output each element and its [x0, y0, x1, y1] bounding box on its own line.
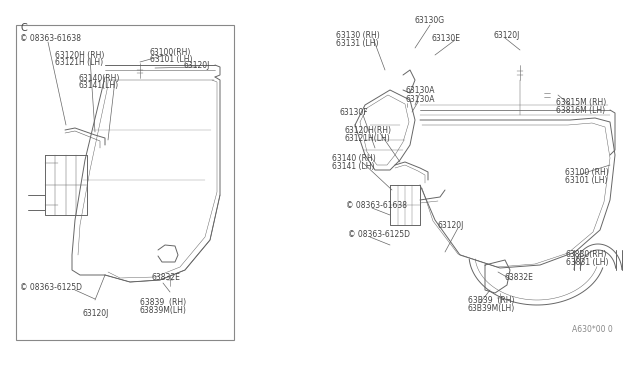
Text: 63839M(LH): 63839M(LH): [140, 307, 187, 315]
Text: 63120J: 63120J: [494, 31, 520, 39]
Text: A630*00 0: A630*00 0: [572, 326, 612, 334]
Bar: [16, 25, 234, 340]
Text: 63101 (LH): 63101 (LH): [150, 55, 193, 64]
Text: 63120H (RH): 63120H (RH): [55, 51, 104, 60]
Text: 63140(RH): 63140(RH): [78, 74, 120, 83]
Text: 63832E: 63832E: [152, 273, 181, 282]
Text: 63832E: 63832E: [505, 273, 534, 282]
Text: 63100(RH): 63100(RH): [150, 48, 191, 57]
Text: 63830(RH): 63830(RH): [566, 250, 607, 260]
Text: 63120J: 63120J: [183, 61, 209, 70]
Text: 63130A: 63130A: [406, 86, 435, 94]
Text: 63130F: 63130F: [340, 108, 369, 116]
Text: 63839  (RH): 63839 (RH): [140, 298, 186, 308]
Text: 63816M (LH): 63816M (LH): [556, 106, 605, 115]
Text: 63101 (LH): 63101 (LH): [565, 176, 607, 185]
Text: 63140 (RH): 63140 (RH): [332, 154, 376, 163]
Text: 63B39M(LH): 63B39M(LH): [468, 304, 515, 312]
Text: 63121H (LH): 63121H (LH): [55, 58, 103, 67]
Text: 63100 (RH): 63100 (RH): [565, 167, 609, 176]
Text: © 08363-6125D: © 08363-6125D: [20, 282, 82, 292]
Text: 63B39  (RH): 63B39 (RH): [468, 295, 515, 305]
Text: 63121H(LH): 63121H(LH): [345, 134, 391, 142]
Text: 63120H(RH): 63120H(RH): [345, 125, 392, 135]
Text: 63120J: 63120J: [438, 221, 465, 230]
Text: 63141 (LH): 63141 (LH): [332, 161, 374, 170]
Text: 63131 (LH): 63131 (LH): [336, 38, 378, 48]
Text: 63130A: 63130A: [406, 94, 435, 103]
Text: 63130E: 63130E: [432, 33, 461, 42]
Text: 63141(LH): 63141(LH): [78, 80, 118, 90]
Text: © 08363-6125D: © 08363-6125D: [348, 230, 410, 238]
Text: © 08363-61638: © 08363-61638: [20, 33, 81, 42]
Text: 63815M (RH): 63815M (RH): [556, 97, 606, 106]
Text: 63831 (LH): 63831 (LH): [566, 259, 609, 267]
Text: C: C: [20, 23, 27, 33]
Text: 63130 (RH): 63130 (RH): [336, 31, 380, 39]
Text: 63120J: 63120J: [82, 308, 108, 317]
Text: © 08363-61638: © 08363-61638: [346, 201, 407, 209]
Text: 63130G: 63130G: [415, 16, 445, 25]
